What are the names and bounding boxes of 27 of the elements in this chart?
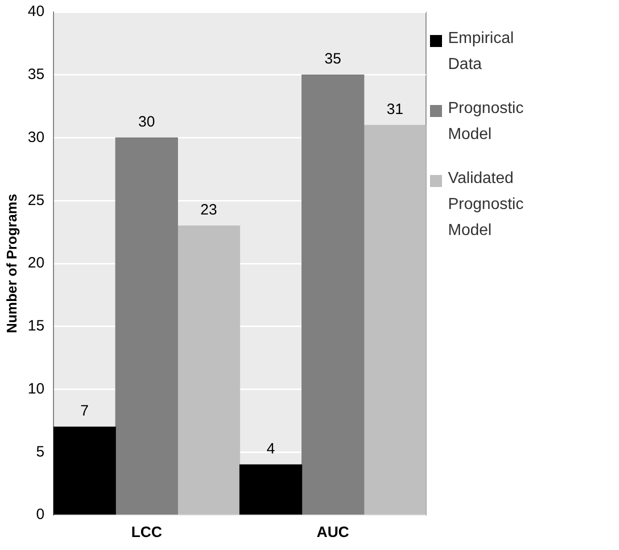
data-label: 23 (200, 201, 218, 218)
y-tick-label: 0 (36, 506, 44, 524)
data-label: 35 (324, 50, 342, 68)
y-tick-label: 15 (28, 318, 44, 335)
bar (115, 137, 178, 515)
x-tick-label: LCC (131, 524, 162, 542)
legend-label: Validated Prognostic Model (448, 169, 525, 241)
legend-label: Prognostic Model (448, 99, 525, 145)
data-label: 7 (80, 402, 89, 420)
y-axis-title: Number of Programs (3, 194, 20, 334)
y-tick-label: 10 (28, 380, 44, 398)
y-tick-label: 40 (28, 3, 44, 20)
y-tick-label: 5 (36, 443, 44, 460)
y-tick-label: 30 (28, 128, 44, 146)
y-tick-label: 35 (28, 66, 44, 84)
y-tick-label: 25 (28, 192, 44, 209)
bar (239, 464, 302, 515)
data-label: 30 (138, 113, 155, 130)
data-label: 31 (386, 100, 404, 118)
x-tick-label: AUC (316, 524, 350, 542)
y-tick-label: 20 (28, 254, 44, 272)
data-label: 4 (266, 440, 275, 458)
bar (177, 225, 240, 515)
bar (364, 124, 426, 515)
bar (53, 426, 116, 515)
bar (302, 74, 364, 515)
legend-label: Empirical Data (448, 29, 515, 75)
